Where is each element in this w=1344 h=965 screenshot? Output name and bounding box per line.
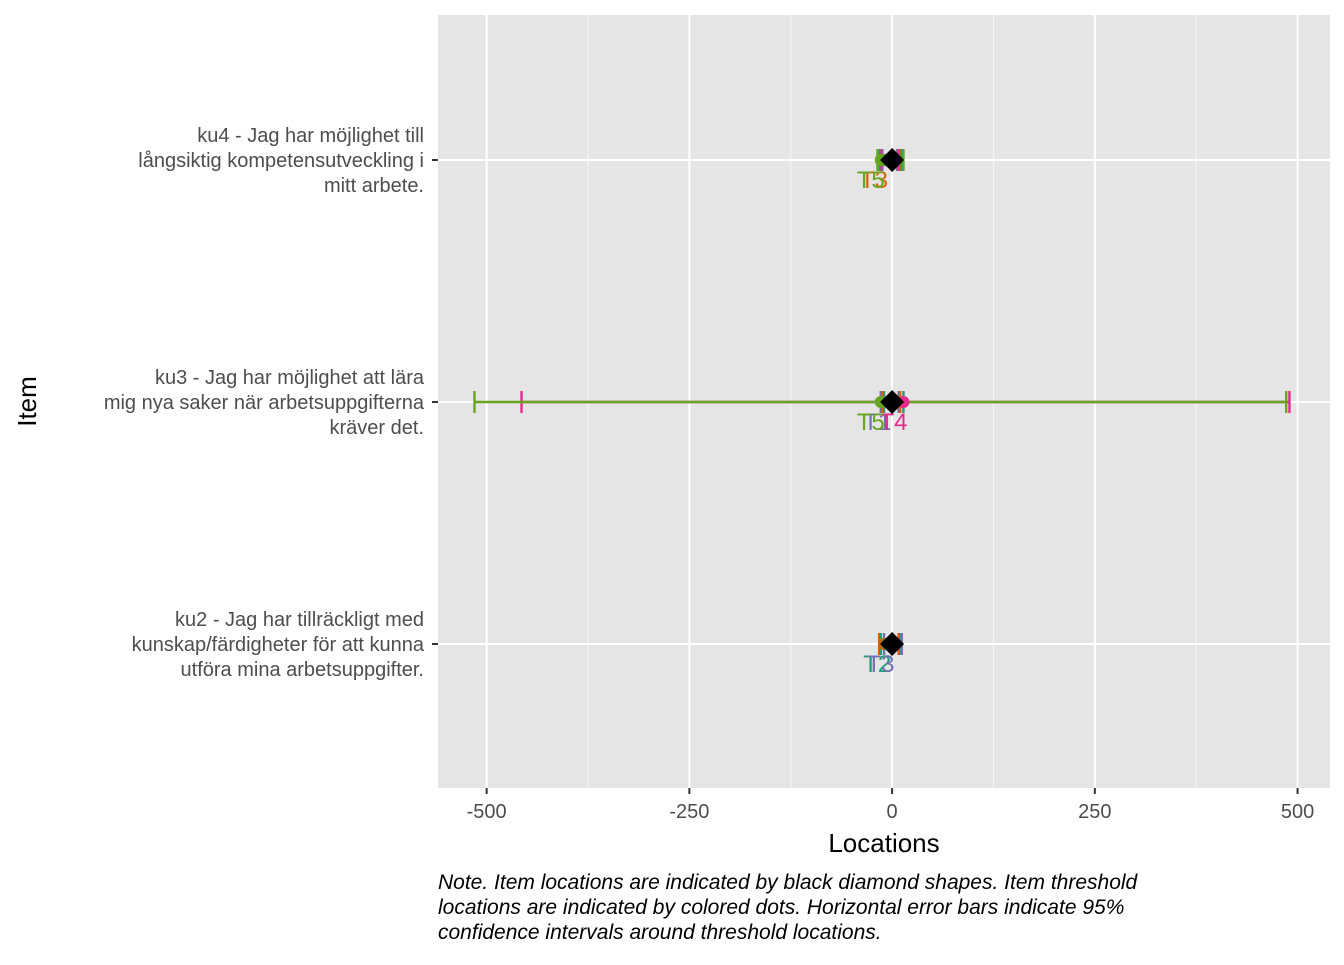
x-tick-label: 250 xyxy=(1078,801,1111,823)
threshold-label: T2 xyxy=(863,651,891,678)
x-axis-title: Locations xyxy=(828,828,939,858)
threshold-label: T1 xyxy=(863,409,891,436)
threshold-label: T3 xyxy=(860,167,888,194)
figure-note: Note. Item locations are indicated by bl… xyxy=(438,870,1238,945)
y-tick-label: långsiktig kompetensutveckling i xyxy=(138,150,424,172)
x-tick-label: 0 xyxy=(887,801,898,823)
y-tick-label: kräver det. xyxy=(330,417,424,439)
x-tick-label: -250 xyxy=(669,801,709,823)
y-axis-title: Item xyxy=(12,376,42,427)
note-line: Note. Item locations are indicated by bl… xyxy=(438,871,1138,894)
y-tick-label: utföra mina arbetsuppgifter. xyxy=(181,659,424,681)
y-tick-label: ku4 - Jag har möjlighet till xyxy=(197,125,424,147)
threshold-label: T3 xyxy=(866,651,894,678)
item-location-diamond xyxy=(880,390,905,414)
threshold-label: T5 xyxy=(857,409,885,436)
x-tick-label: -500 xyxy=(467,801,507,823)
x-tick-label: 500 xyxy=(1281,801,1314,823)
y-tick-label: mitt arbete. xyxy=(324,175,424,197)
item-location-diamond xyxy=(880,148,905,172)
y-tick-label: ku2 - Jag har tillräckligt med xyxy=(175,609,424,631)
threshold-label: T4 xyxy=(879,409,907,436)
note-line: locations are indicated by colored dots.… xyxy=(438,896,1125,919)
note-line: confidence intervals around threshold lo… xyxy=(438,921,882,944)
threshold-label: T5 xyxy=(857,167,885,194)
y-tick-label: ku3 - Jag har möjlighet att lära xyxy=(155,367,425,389)
y-tick-label: kunskap/färdigheter för att kunna xyxy=(132,634,425,656)
item-location-diamond xyxy=(880,632,905,656)
y-tick-label: mig nya saker när arbetsuppgifterna xyxy=(104,392,425,414)
